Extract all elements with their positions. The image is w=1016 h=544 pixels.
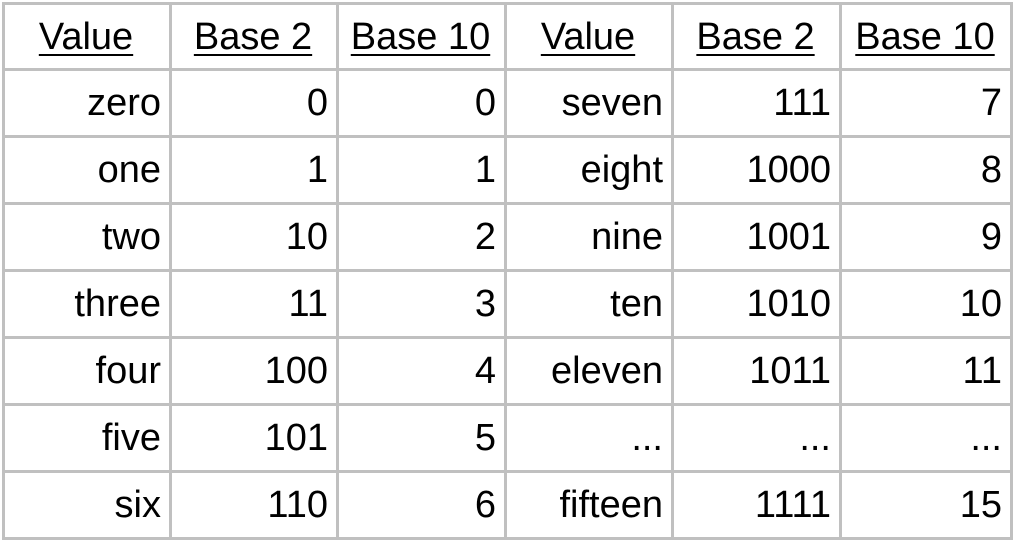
base-10-cell: 4 — [336, 336, 507, 406]
base-2-cell: 11 — [169, 269, 339, 339]
base-2-cell: 110 — [169, 470, 339, 540]
base-10-cell: 8 — [839, 135, 1013, 205]
header-base-10: Base 10 — [336, 2, 507, 71]
base-2-cell: 1000 — [671, 135, 842, 205]
base-2-cell: 1011 — [671, 336, 842, 406]
base-10-cell: 2 — [336, 202, 507, 272]
base-2-cell: 100 — [169, 336, 339, 406]
base-10-cell: ... — [839, 403, 1013, 473]
base-2-cell: 111 — [671, 68, 842, 138]
base-2-cell: 101 — [169, 403, 339, 473]
value-cell: six — [2, 470, 172, 540]
base-2-cell: ... — [671, 403, 842, 473]
value-cell: seven — [504, 68, 674, 138]
value-cell: three — [2, 269, 172, 339]
table-row: six 110 6 fifteen 1111 15 — [2, 470, 1013, 540]
header-value: Value — [504, 2, 674, 71]
header-base-2: Base 2 — [169, 2, 339, 71]
value-cell: four — [2, 336, 172, 406]
header-row: Value Base 2 Base 10 Value Base 2 Base 1… — [2, 2, 1013, 71]
base-10-cell: 15 — [839, 470, 1013, 540]
table-row: two 10 2 nine 1001 9 — [2, 202, 1013, 272]
table-row: zero 0 0 seven 111 7 — [2, 68, 1013, 138]
value-cell: one — [2, 135, 172, 205]
base-2-cell: 1111 — [671, 470, 842, 540]
header-base-2: Base 2 — [671, 2, 842, 71]
value-cell: fifteen — [504, 470, 674, 540]
base-10-cell: 6 — [336, 470, 507, 540]
value-cell: eleven — [504, 336, 674, 406]
value-cell: two — [2, 202, 172, 272]
base-10-cell: 9 — [839, 202, 1013, 272]
value-cell: ... — [504, 403, 674, 473]
base-2-cell: 10 — [169, 202, 339, 272]
base-2-cell: 0 — [169, 68, 339, 138]
base-2-cell: 1 — [169, 135, 339, 205]
base-10-cell: 5 — [336, 403, 507, 473]
base-2-cell: 1001 — [671, 202, 842, 272]
value-cell: five — [2, 403, 172, 473]
header-base-10: Base 10 — [839, 2, 1013, 71]
base-10-cell: 1 — [336, 135, 507, 205]
base-2-cell: 1010 — [671, 269, 842, 339]
table-row: four 100 4 eleven 1011 11 — [2, 336, 1013, 406]
header-value: Value — [2, 2, 172, 71]
table-row: five 101 5 ... ... ... — [2, 403, 1013, 473]
value-cell: zero — [2, 68, 172, 138]
value-cell: nine — [504, 202, 674, 272]
value-cell: ten — [504, 269, 674, 339]
base-10-cell: 0 — [336, 68, 507, 138]
value-cell: eight — [504, 135, 674, 205]
table-row: one 1 1 eight 1000 8 — [2, 135, 1013, 205]
base-10-cell: 10 — [839, 269, 1013, 339]
base-10-cell: 7 — [839, 68, 1013, 138]
table-row: three 11 3 ten 1010 10 — [2, 269, 1013, 339]
base-10-cell: 3 — [336, 269, 507, 339]
base-10-cell: 11 — [839, 336, 1013, 406]
